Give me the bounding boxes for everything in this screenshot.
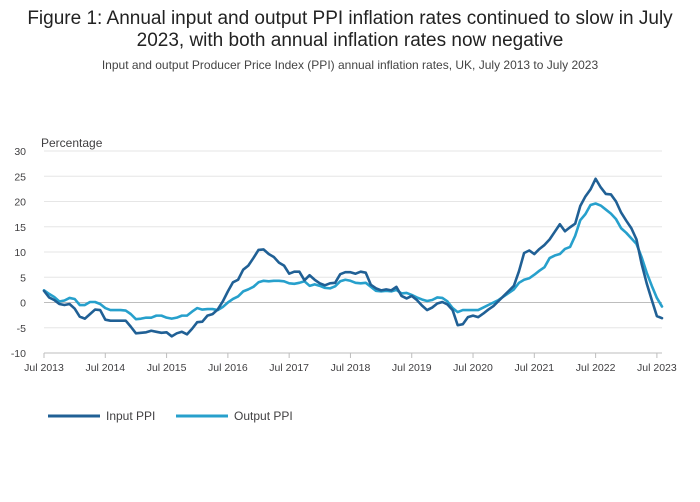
x-tick-label: Jul 2014 — [85, 362, 125, 374]
x-tick-label: Jul 2019 — [392, 362, 432, 374]
x-tick-label: Jul 2015 — [147, 362, 187, 374]
legend-item-output-ppi[interactable]: Output PPI — [176, 409, 293, 423]
series-line-output-ppi — [42, 202, 664, 321]
x-tick-label: Jul 2022 — [576, 362, 616, 374]
gridlines — [44, 150, 662, 354]
x-tick-label: Jul 2013 — [24, 362, 64, 374]
legend-label: Output PPI — [234, 409, 293, 423]
y-tick-label: 5 — [20, 272, 26, 284]
x-tick-label: Jul 2016 — [208, 362, 248, 374]
chart-subtitle: Input and output Producer Price Index (P… — [101, 58, 599, 72]
y-tick-label: 0 — [20, 298, 26, 310]
y-tick-label: -10 — [11, 348, 26, 360]
x-tick-label: Jul 2017 — [269, 362, 309, 374]
x-tick-label: Jul 2018 — [331, 362, 371, 374]
legend-item-input-ppi[interactable]: Input PPI — [48, 409, 155, 423]
y-tick-label: 30 — [14, 146, 26, 158]
chart-title: Figure 1: Annual input and output PPI in… — [27, 8, 673, 51]
series-lines — [42, 177, 664, 338]
y-tick-label: 10 — [14, 247, 26, 259]
y-tick-label: 25 — [14, 171, 26, 183]
y-axis-label: Percentage — [41, 136, 103, 150]
y-tick-label: 20 — [14, 197, 26, 209]
y-tick-label: 15 — [14, 222, 26, 234]
x-tick-label: Jul 2021 — [514, 362, 554, 374]
x-tick-label: Jul 2023 — [637, 362, 677, 374]
legend[interactable]: Input PPI Output PPI — [48, 409, 293, 423]
y-tick-label: -5 — [17, 323, 26, 335]
legend-label: Input PPI — [106, 409, 155, 423]
series-line-input-ppi — [42, 177, 664, 338]
axes: -10 -5 0 5 10 15 20 25 30 Jul 2013 Jul 2014 Jul 201… — [11, 146, 677, 374]
x-tick-label: Jul 2020 — [453, 362, 493, 374]
